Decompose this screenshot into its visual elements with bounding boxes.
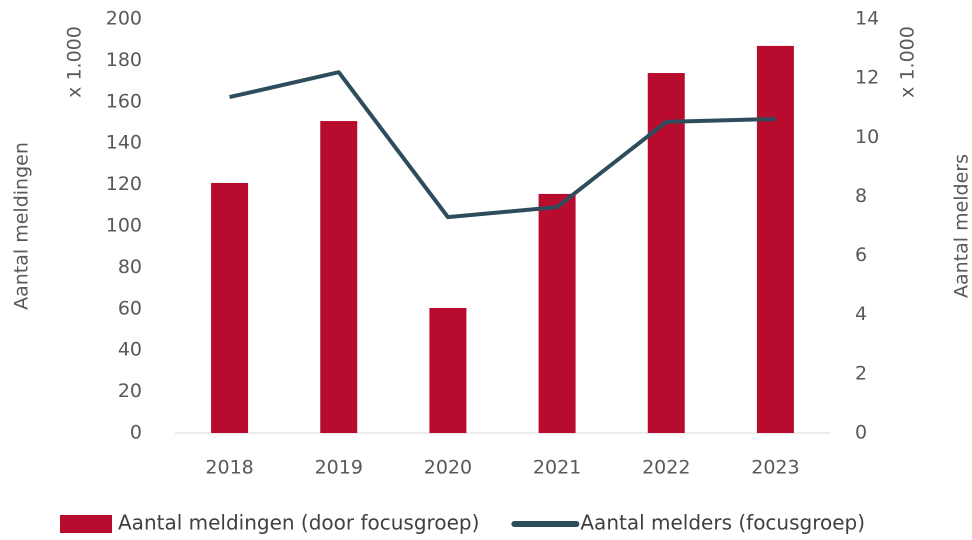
y2-tick-label: 4 — [855, 303, 867, 325]
legend-label: Aantal melders (focusgroep) — [580, 511, 865, 535]
x-tick-label: 2019 — [315, 457, 363, 479]
y2-tick-label: 2 — [855, 362, 867, 384]
y-tick-label: 180 — [106, 49, 142, 71]
y-tick-label: 40 — [118, 339, 142, 361]
line — [229, 70, 776, 220]
y2-tick-label: 0 — [855, 422, 867, 444]
x-tick-label: 2021 — [533, 457, 581, 479]
x-tick-label: 2018 — [205, 457, 253, 479]
y-tick-label: 20 — [118, 380, 142, 402]
y-tick-label: 0 — [130, 422, 142, 444]
y2-tick-label: 6 — [855, 244, 867, 266]
y2-axis-label: Aantal melders — [951, 154, 972, 298]
y2-axis-unit: x 1.000 — [897, 26, 919, 98]
y2-tick-label: 12 — [855, 67, 879, 89]
y-tick-label: 160 — [106, 90, 142, 112]
bar — [429, 307, 467, 433]
bar — [320, 121, 358, 434]
y-tick-label: 80 — [118, 256, 142, 278]
legend-swatch — [60, 515, 112, 533]
y-tick-label: 200 — [106, 8, 142, 30]
y-tick-label: 100 — [106, 215, 142, 237]
bar — [211, 182, 249, 433]
y2-tick-label: 8 — [855, 185, 867, 207]
y-axis-unit: x 1.000 — [64, 26, 86, 98]
y-tick-label: 120 — [106, 173, 142, 195]
y-tick-label: 60 — [118, 297, 142, 319]
y2-tick-label: 10 — [855, 126, 879, 148]
y-tick-label: 140 — [106, 132, 142, 154]
bar — [647, 73, 685, 433]
bar — [756, 45, 794, 433]
legend: Aantal meldingen (door focusgroep) Aantal… — [60, 511, 865, 535]
legend-label: Aantal meldingen (door focusgroep) — [118, 511, 479, 535]
x-tick-label: 2020 — [424, 457, 472, 479]
x-tick-label: 2022 — [642, 457, 690, 479]
bar — [538, 193, 576, 433]
x-tick-label: 2023 — [751, 457, 799, 479]
y2-tick-label: 14 — [855, 8, 879, 30]
y-axis-label: Aantal meldingen — [11, 142, 33, 310]
